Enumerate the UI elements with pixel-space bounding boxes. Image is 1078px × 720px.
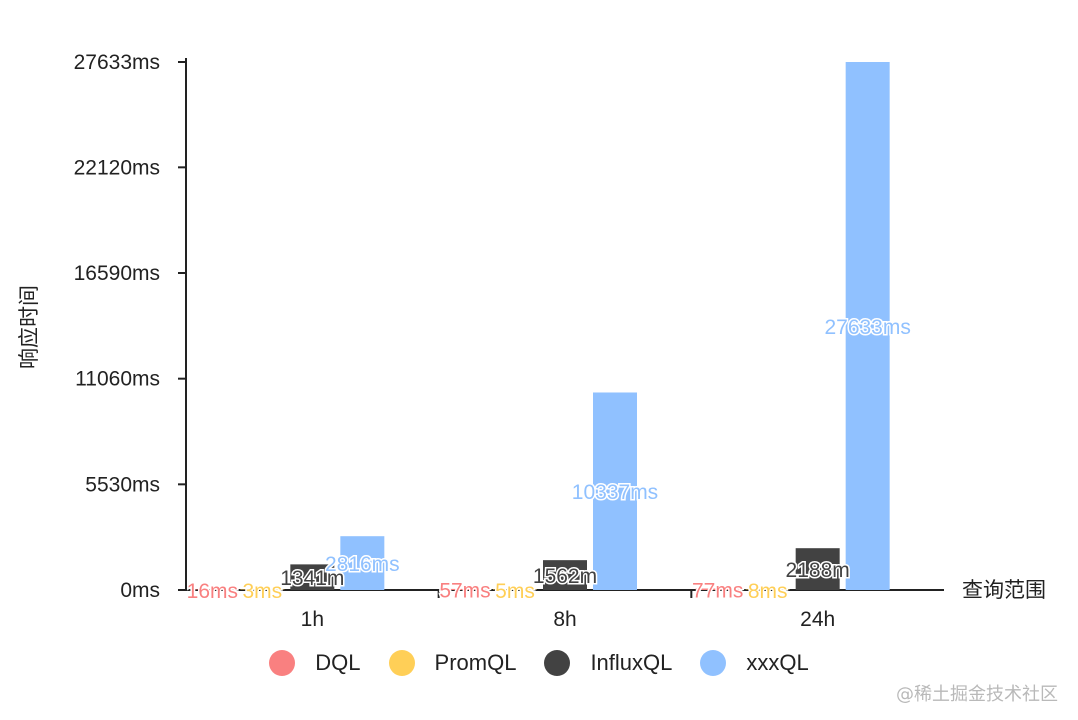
data-label-dql-1h: 16ms <box>187 580 238 603</box>
bar-influxql-8h <box>543 560 587 590</box>
legend-marker <box>544 650 571 676</box>
legend: DQL PromQL InfluxQL xxxQL <box>0 640 1078 686</box>
x-tick-label: 1h <box>301 608 324 631</box>
chart-canvas: 0ms 5530ms 11060ms 16590ms 22120ms 27633ms 1h 8… <box>18 51 1046 631</box>
data-label-influxql-24h: 2188m <box>786 559 850 582</box>
y-tick-label: 5530ms <box>85 473 160 496</box>
bars <box>190 62 890 590</box>
data-label-promql-24h: 8ms <box>748 580 788 603</box>
data-label-xxxql-24h: 27633ms <box>824 316 910 339</box>
bar-promql-1h <box>240 589 285 590</box>
data-label-influxql-1h: 1341m <box>280 567 344 590</box>
bar-dql-8h <box>443 588 487 590</box>
data-label-promql-1h: 3ms <box>242 580 282 603</box>
legend-marker <box>700 650 727 676</box>
bar-dql-24h <box>695 588 740 590</box>
bar-promql-24h <box>745 589 790 590</box>
y-axis-title: 响应时间 <box>18 285 41 369</box>
bar-influxql-1h <box>290 564 335 590</box>
x-tick-label: 8h <box>553 608 576 631</box>
legend-label: DQL <box>315 650 361 675</box>
data-label-xxxql-1h: 2816ms <box>325 553 400 576</box>
legend-label: InfluxQL <box>590 650 673 675</box>
legend-marker <box>388 650 415 676</box>
bar-xxxql-1h <box>340 536 385 590</box>
legend-item-influxql[interactable]: InfluxQL <box>544 650 672 676</box>
legend-marker <box>269 650 296 676</box>
bar-promql-8h <box>493 589 537 590</box>
data-label-influxql-8h: 1562m <box>533 565 597 588</box>
bar-influxql-24h <box>795 548 840 590</box>
y-tick-label: 22120ms <box>74 156 160 179</box>
data-label-promql-8h: 5ms <box>495 580 535 603</box>
bar-dql-1h <box>190 589 235 590</box>
data-label-dql-8h: 57ms <box>439 579 490 602</box>
axes: 0ms 5530ms 11060ms 16590ms 22120ms 27633ms 1h 8… <box>74 51 944 631</box>
legend-item-xxxql[interactable]: xxxQL <box>700 650 809 676</box>
data-labels: 16ms 57ms 77ms 3ms 5ms 8ms 1341m 1562m 2188m 2816… <box>185 315 912 605</box>
watermark: @稀土掘金技术社区 <box>896 684 1058 705</box>
data-label-xxxql-8h: 10337ms <box>572 481 658 504</box>
legend-item-promql[interactable]: PromQL <box>388 650 517 676</box>
data-label-dql-24h: 77ms <box>692 579 743 602</box>
x-tick-label: 24h <box>800 608 835 631</box>
x-axis-title: 查询范围 <box>962 579 1046 602</box>
legend-label: xxxQL <box>746 650 809 675</box>
y-tick-label: 27633ms <box>74 51 160 74</box>
bar-xxxql-8h <box>593 392 637 590</box>
y-tick-label: 0ms <box>120 579 160 602</box>
legend-item-dql[interactable]: DQL <box>269 650 361 676</box>
y-tick-label: 16590ms <box>74 262 160 285</box>
bar-xxxql-24h <box>845 62 890 590</box>
y-tick-label: 11060ms <box>75 368 160 391</box>
legend-label: PromQL <box>434 650 517 675</box>
